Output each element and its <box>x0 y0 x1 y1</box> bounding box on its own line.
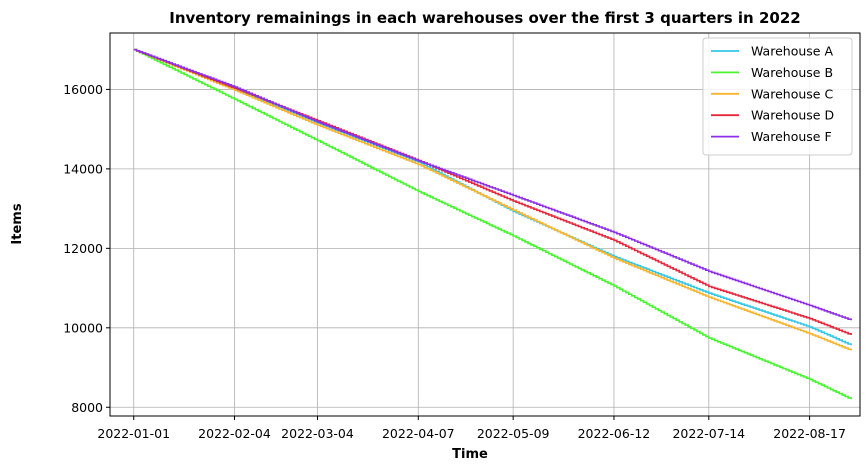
legend-label: Warehouse D <box>751 108 834 123</box>
chart-title: Inventory remainings in each warehouses … <box>169 9 800 27</box>
plot-area-frame <box>109 32 861 417</box>
series-line-3 <box>133 48 852 351</box>
x-tick-label: 2022-05-09 <box>477 426 550 441</box>
y-tick-label: 8000 <box>71 400 103 415</box>
legend-label: Warehouse F <box>751 129 832 144</box>
x-tick-label: 2022-01-01 <box>97 426 170 441</box>
legend: Warehouse A Warehouse B Warehouse C Warehou… <box>702 37 853 156</box>
legend-label: Warehouse B <box>751 65 833 80</box>
legend-label: Warehouse A <box>751 44 833 59</box>
x-tick-label: 2022-06-12 <box>578 426 651 441</box>
series-line-2 <box>133 48 852 400</box>
legend-label: Warehouse C <box>751 86 833 101</box>
legend-box <box>702 37 853 156</box>
x-tick-label: 2022-04-07 <box>382 426 455 441</box>
axis-ticks: 2022-01-01 2022-02-04 2022-03-04 2022-04-07… <box>63 82 846 441</box>
y-axis-label: Items <box>10 203 25 244</box>
y-tick-label: 16000 <box>63 82 103 97</box>
y-tick-label: 14000 <box>63 161 103 176</box>
x-tick-label: 2022-08-17 <box>773 426 846 441</box>
x-tick-label: 2022-02-04 <box>198 426 271 441</box>
x-tick-label: 2022-03-04 <box>281 426 354 441</box>
y-tick-label: 10000 <box>63 320 103 335</box>
y-tick-label: 12000 <box>63 241 103 256</box>
series-line-5 <box>133 48 852 321</box>
series-layer <box>133 48 852 400</box>
x-tick-label: 2022-07-14 <box>672 426 745 441</box>
x-axis-label: Time <box>452 447 488 462</box>
